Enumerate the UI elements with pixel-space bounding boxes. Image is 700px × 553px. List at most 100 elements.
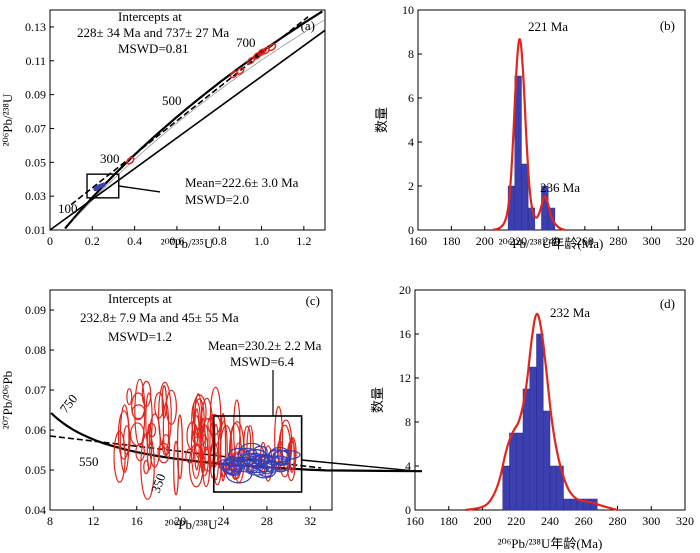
panel-c-analysis-ellipse xyxy=(131,404,146,420)
panel-c-mean-ellipse xyxy=(222,459,248,468)
panel-d-xtick-label: 200 xyxy=(474,514,492,528)
panel-a-label: (a) xyxy=(301,18,315,33)
panel-b-xtick-label: 180 xyxy=(442,234,460,248)
panel-a-concordia: 0 0.2 0.4 0.6 0.8 1.0 1.2 0.01 0.03 0.05 0.07 0.09 0… xyxy=(0,9,326,251)
panel-c-ytick-label: 0.09 xyxy=(25,303,46,317)
panel-a-analysis-ellipse xyxy=(267,43,277,52)
panel-d-xtick-label: 240 xyxy=(541,514,559,528)
panel-b-ytick-label: 0 xyxy=(408,223,414,237)
panel-b-label: (b) xyxy=(660,18,675,33)
panel-c-mean: Mean=230.2± 2.2 Ma xyxy=(208,338,322,353)
panel-d-marks xyxy=(465,312,618,512)
panel-c-ytick-label: 0.07 xyxy=(25,383,46,397)
panel-c-mean-ellipse xyxy=(267,449,284,466)
panel-c-analysis-ellipse xyxy=(134,378,146,446)
panel-c-ticks: 8 12 16 20 24 28 32 0.04 0.05 0.06 0.07 0.08 0.09 xyxy=(25,303,316,528)
panel-c-analysis-ellipse xyxy=(192,427,207,447)
panel-c-analysis-ellipse xyxy=(199,434,210,477)
panel-d-xtick-label: 280 xyxy=(609,514,627,528)
panel-a-ytick-label: 0.03 xyxy=(25,189,46,203)
panel-a-ytick-label: 0.13 xyxy=(25,20,46,34)
panel-d-histogram-bar xyxy=(570,498,578,511)
panel-a-intercepts-title: Intercepts at xyxy=(118,9,182,24)
panel-b-xtick-label: 160 xyxy=(409,234,427,248)
panel-b-ytick-label: 6 xyxy=(408,91,414,105)
panel-a-marks xyxy=(49,10,326,231)
panel-c-zoom-leader xyxy=(301,459,418,472)
panel-c-analysis-ellipse xyxy=(162,402,170,456)
panel-d-xtick-label: 260 xyxy=(575,514,593,528)
panel-d-histogram-bar xyxy=(529,366,537,511)
panel-c-mean-ellipse xyxy=(227,447,251,463)
panel-b-peak-1: 221 Ma xyxy=(528,19,568,34)
panel-b-histogram: 160 180 200 220 240 260 280 300 320 0 2 4 6 8 10 (b) 2… xyxy=(374,3,694,251)
panel-a-xtick-label: 1.0 xyxy=(254,234,269,248)
panel-c-analysis-ellipse xyxy=(192,394,207,431)
panel-d-histogram-bar xyxy=(516,432,524,511)
panel-a-ticks: 0 0.2 0.4 0.6 0.8 1.0 1.2 0.01 0.03 0.05 0.07 0.09 0… xyxy=(25,20,311,248)
panel-a-age-300: 300 xyxy=(100,151,120,166)
panel-a-xtick-label: 0.8 xyxy=(212,234,227,248)
panel-c-analysis-ellipse xyxy=(161,433,171,457)
panel-d-xlabel: ²⁰⁶Pb/²³⁸U年龄(Ma) xyxy=(498,536,603,551)
panel-a-age-700: 700 xyxy=(236,35,256,50)
panel-c-xtick-label: 12 xyxy=(87,514,99,528)
panel-c-mswd-right: MSWD=6.4 xyxy=(230,354,295,369)
panel-d-probability-curve xyxy=(465,312,618,512)
panel-d-ytick-label: 20 xyxy=(399,283,411,297)
panel-d-histogram-bar xyxy=(502,465,510,511)
panel-b-xtick-label: 320 xyxy=(676,234,694,248)
panel-d-xtick-label: 300 xyxy=(642,514,660,528)
panel-b-marks xyxy=(492,38,566,232)
panel-d-ytick-label: 12 xyxy=(399,371,411,385)
panel-d-label: (d) xyxy=(660,296,675,311)
panel-c-mean-ellipse xyxy=(233,456,261,473)
panel-a-ytick-label: 0.01 xyxy=(25,223,46,237)
panel-a-xlabel: ²⁰⁷Pb/²³⁵U xyxy=(161,236,214,251)
panel-a-xtick-label: 0.2 xyxy=(85,234,100,248)
panel-b-xtick-label: 280 xyxy=(609,234,627,248)
panel-b-ylabel: 数量 xyxy=(374,107,389,133)
panel-d-ticks: 160 180 200 220 240 260 280 300 320 0 4 8 12 16 20 xyxy=(399,283,694,528)
panel-b-xlabel: ²⁰⁶Pb/²³⁸U年龄(Ma) xyxy=(499,236,604,251)
panel-a-frame xyxy=(49,9,326,231)
panel-c-intercepts-title: Intercepts at xyxy=(108,291,172,306)
panel-a-zoom-leader xyxy=(118,185,161,193)
panel-c-xtick-label: 8 xyxy=(47,514,53,528)
panel-d-xtick-label: 160 xyxy=(406,514,424,528)
panel-c-frame xyxy=(49,289,333,511)
panel-b-probability-curve xyxy=(492,38,566,232)
panel-a-age-100: 100 xyxy=(58,201,78,216)
panel-c-intercepts-values: 232.8± 7.9 Ma and 45± 55 Ma xyxy=(80,310,239,325)
panel-c-xtick-label: 32 xyxy=(304,514,316,528)
panel-c-age-350: 350 xyxy=(148,472,169,495)
panel-d-histogram-bar xyxy=(543,410,551,511)
panel-c-ytick-label: 0.05 xyxy=(25,463,46,477)
panel-a-mean-ellipse xyxy=(99,182,107,188)
panel-d-histogram-bar xyxy=(509,432,517,511)
panel-c-analysis-ellipse xyxy=(165,389,177,426)
panel-a-error-envelope xyxy=(72,19,324,221)
panel-a-mswd-top: MSWD=0.81 xyxy=(118,41,189,56)
panel-d-ylabel: 数量 xyxy=(370,387,385,413)
panel-a-xtick-label: 0.4 xyxy=(127,234,142,248)
panel-b-ytick-label: 10 xyxy=(402,3,414,17)
panel-c-xlabel: ²⁰⁶Pb/²³⁸U xyxy=(165,517,218,532)
panel-c-label: (c) xyxy=(306,293,320,308)
panel-d-xtick-label: 180 xyxy=(440,514,458,528)
panel-c-xtick-label: 16 xyxy=(131,514,143,528)
panel-c-analysis-ellipse xyxy=(119,404,130,474)
panel-c-analysis-ellipse xyxy=(135,443,146,462)
panel-c-ytick-label: 0.06 xyxy=(25,423,46,437)
panel-d-peak: 232 Ma xyxy=(550,305,590,320)
panel-b-ticks: 160 180 200 220 240 260 280 300 320 0 2 4 6 8 10 xyxy=(402,3,694,248)
panel-c-ytick-label: 0.08 xyxy=(25,343,46,357)
panel-d-histogram-bar xyxy=(536,333,544,511)
panel-d-histogram-bar xyxy=(522,388,530,511)
panel-c-analysis-ellipse xyxy=(123,425,131,456)
panel-b-histogram-bar xyxy=(521,163,529,231)
panel-c-analysis-ellipse xyxy=(185,448,195,464)
panel-b-xtick-label: 260 xyxy=(576,234,594,248)
panel-c-analysis-ellipse xyxy=(145,392,153,447)
panel-b-xtick-label: 300 xyxy=(643,234,661,248)
